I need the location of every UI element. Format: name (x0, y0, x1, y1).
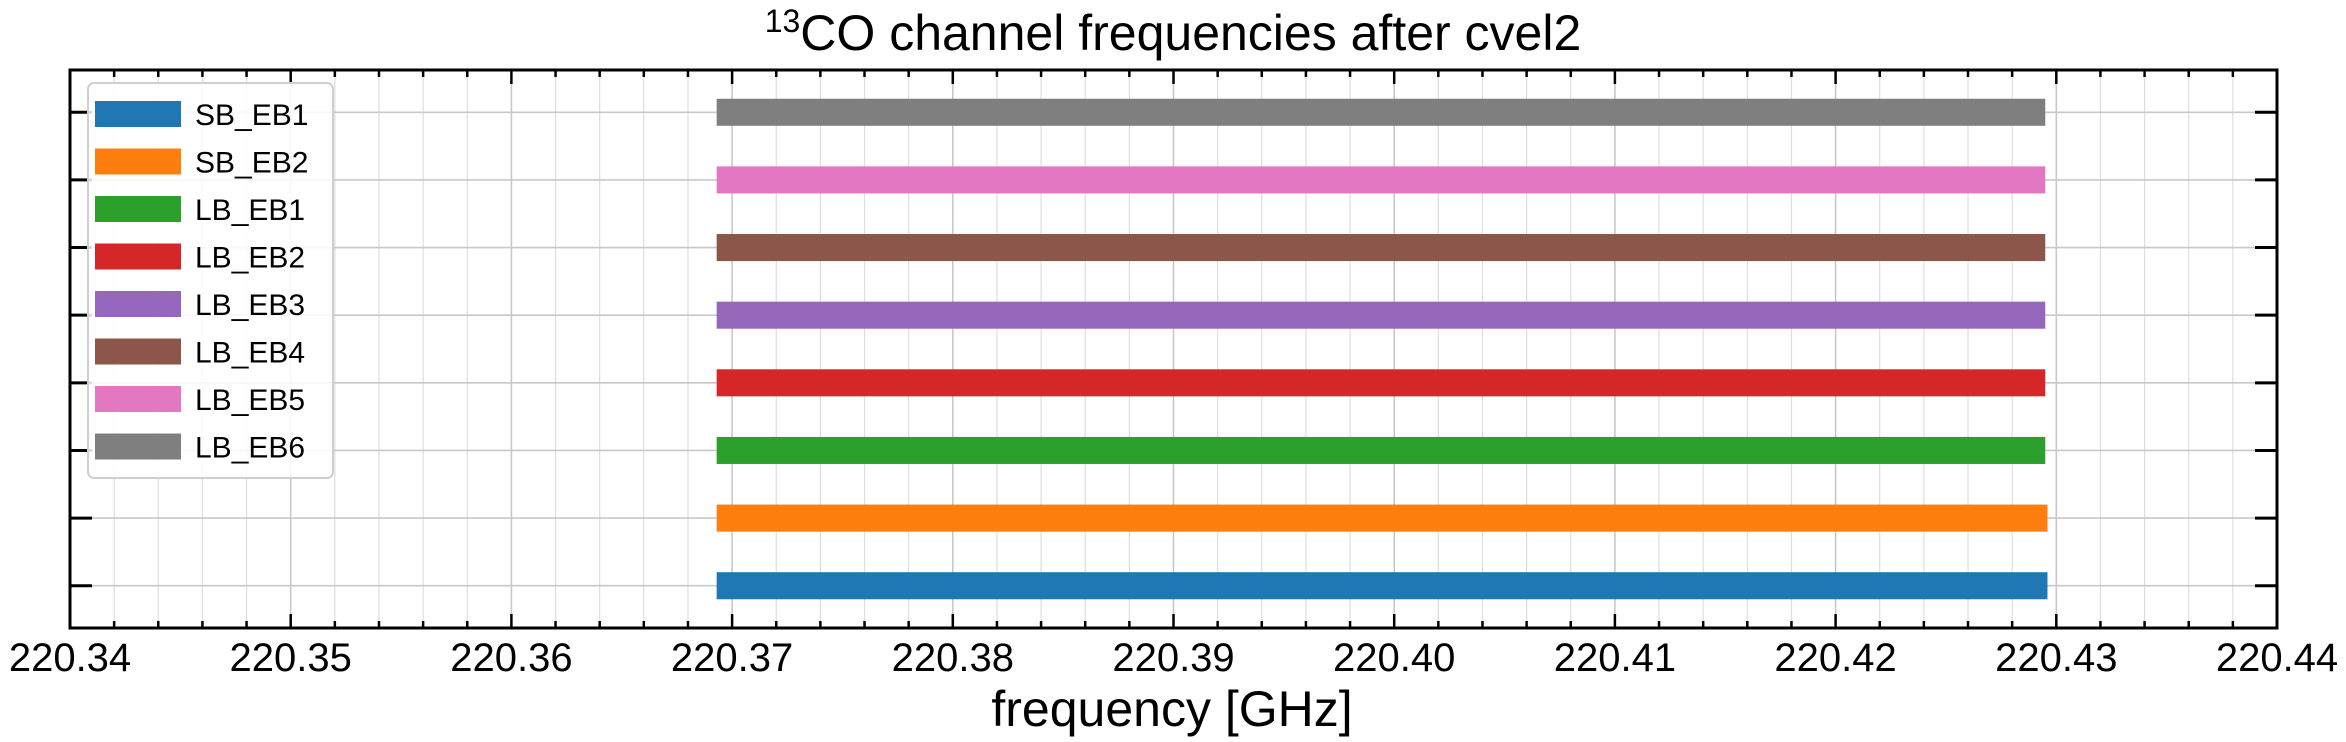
bar-lb-eb1 (716, 436, 2046, 464)
legend-label: LB_EB5 (195, 384, 305, 417)
legend-label: LB_EB3 (195, 289, 305, 322)
x-tick-labels: 220.34 220.35 220.36 220.37 220.38 220.39 220.… (9, 636, 2338, 680)
grid-lines (69, 70, 2278, 628)
bar-lb-eb3 (716, 301, 2046, 329)
legend-label: LB_EB1 (195, 194, 305, 227)
x-tick-label: 220.34 (9, 636, 131, 680)
bar-lb-eb5 (716, 166, 2046, 194)
legend-swatch (95, 148, 181, 175)
legend-label: SB_EB2 (195, 147, 308, 180)
x-tick-label: 220.44 (2216, 636, 2338, 680)
legend-label: LB_EB4 (195, 337, 305, 370)
x-tick-label: 220.39 (1112, 636, 1234, 680)
title-main: CO channel frequencies after cvel2 (800, 5, 1581, 61)
bars (716, 98, 2048, 600)
bar-lb-eb4 (716, 234, 2046, 262)
legend-box (87, 82, 334, 479)
plot-frame (68, 68, 2279, 630)
x-tick-label: 220.37 (671, 636, 793, 680)
chart-title: 13CO channel frequencies after cvel2 (765, 3, 1582, 61)
x-tick-label: 220.35 (230, 636, 352, 680)
x-tick-label: 220.42 (1774, 636, 1896, 680)
legend: SB_EB1 SB_EB2 LB_EB1 LB_EB2 LB_EB3 LB_EB4 LB_E… (87, 82, 334, 479)
legend-label: LB_EB6 (195, 432, 305, 465)
title-superscript: 13 (765, 3, 801, 39)
x-tick-label: 220.36 (450, 636, 572, 680)
bar-sb-eb1 (716, 572, 2048, 600)
x-tick-label: 220.43 (1995, 636, 2117, 680)
legend-swatch (95, 338, 181, 365)
bar-lb-eb2 (716, 369, 2046, 397)
legend-swatch (95, 433, 181, 460)
x-tick-label: 220.38 (892, 636, 1014, 680)
x-tick-label: 220.41 (1554, 636, 1676, 680)
bar-sb-eb2 (716, 504, 2048, 532)
bar-lb-eb6 (716, 98, 2046, 126)
legend-label: SB_EB1 (195, 99, 308, 132)
legend-swatch (95, 386, 181, 412)
legend-swatch (95, 243, 181, 270)
x-tick-label: 220.40 (1333, 636, 1455, 680)
legend-swatch (95, 196, 181, 222)
x-axis-label: frequency [GHz] (991, 681, 1352, 737)
legend-swatch (95, 291, 181, 317)
legend-label: LB_EB2 (195, 242, 305, 275)
legend-swatch (95, 101, 181, 127)
